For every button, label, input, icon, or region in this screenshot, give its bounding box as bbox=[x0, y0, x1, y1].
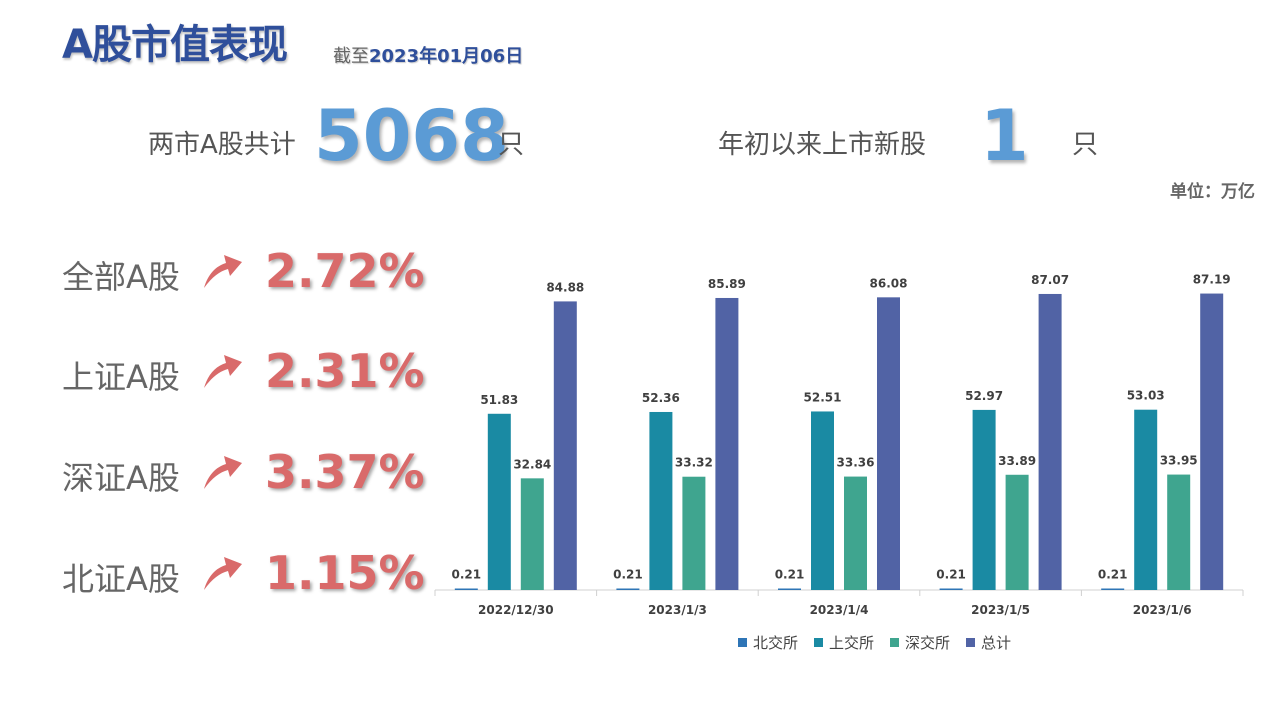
bar bbox=[1005, 474, 1029, 590]
index-label: 北证A股 bbox=[62, 560, 180, 598]
bar bbox=[520, 478, 544, 590]
data-label: 0.21 bbox=[775, 568, 805, 582]
bar bbox=[811, 411, 834, 590]
total-stocks-value: 5068 bbox=[314, 95, 509, 177]
legend-swatch bbox=[738, 638, 747, 647]
arrow-up-curved-icon bbox=[204, 355, 242, 388]
index-row-sse: 上证A股 2.31% bbox=[62, 344, 425, 404]
date-value: 2023年01月06日 bbox=[369, 46, 524, 67]
date-prefix: 截至 bbox=[333, 46, 369, 67]
bar bbox=[487, 413, 511, 590]
index-row-bse: 北证A股 1.15% bbox=[62, 546, 425, 606]
x-tick-label: 2023/1/4 bbox=[810, 603, 869, 617]
legend-label: 上交所 bbox=[829, 634, 875, 652]
data-label: 87.19 bbox=[1193, 273, 1231, 287]
bar bbox=[972, 409, 996, 590]
index-change-pct: 3.37% bbox=[265, 445, 425, 499]
legend-item: 深交所 bbox=[890, 632, 950, 653]
data-label: 53.03 bbox=[1127, 389, 1165, 403]
legend-item: 上交所 bbox=[814, 632, 874, 653]
new-listings-label: 年初以来上市新股 bbox=[718, 130, 927, 160]
new-listings-value: 1 bbox=[980, 95, 1029, 177]
data-label: 33.32 bbox=[675, 456, 713, 470]
legend-item: 北交所 bbox=[738, 632, 798, 653]
index-change-pct: 1.15% bbox=[265, 546, 425, 600]
bar bbox=[616, 588, 640, 590]
data-label: 84.88 bbox=[546, 280, 584, 294]
bar bbox=[844, 476, 867, 590]
index-row-all: 全部A股 2.72% bbox=[62, 244, 425, 304]
bar bbox=[877, 297, 900, 590]
bar bbox=[553, 301, 577, 590]
bar bbox=[939, 588, 963, 590]
data-label: 52.97 bbox=[965, 389, 1003, 403]
index-label: 上证A股 bbox=[62, 358, 180, 396]
index-change-pct: 2.31% bbox=[265, 344, 425, 398]
data-label: 51.83 bbox=[480, 393, 518, 407]
market-cap-bar-chart: 0.21 51.83 32.84 84.88 2022/12/30 0.21 52.36 33… bbox=[434, 273, 1244, 617]
data-label: 33.36 bbox=[837, 456, 875, 470]
total-stocks-unit: 只 bbox=[498, 130, 525, 160]
data-label: 52.51 bbox=[804, 390, 842, 404]
data-label: 0.21 bbox=[451, 568, 481, 582]
index-change-pct: 2.72% bbox=[265, 244, 425, 298]
as-of-date: 截至2023年01月06日 bbox=[333, 42, 523, 68]
data-label: 0.21 bbox=[1098, 568, 1128, 582]
bar bbox=[1167, 474, 1191, 590]
data-label: 0.21 bbox=[613, 568, 643, 582]
bar bbox=[1200, 293, 1224, 590]
data-label: 86.08 bbox=[870, 276, 908, 290]
bar bbox=[778, 588, 801, 590]
bar bbox=[1038, 293, 1062, 590]
data-label: 0.21 bbox=[936, 568, 966, 582]
bar bbox=[649, 411, 673, 590]
data-label: 33.95 bbox=[1160, 454, 1198, 468]
index-label: 全部A股 bbox=[62, 258, 180, 296]
legend-label: 深交所 bbox=[905, 634, 951, 652]
data-label: 32.84 bbox=[513, 457, 551, 471]
legend-swatch bbox=[890, 638, 900, 647]
data-label: 52.36 bbox=[642, 391, 680, 405]
legend-label: 总计 bbox=[981, 634, 1012, 652]
arrow-up-curved-icon bbox=[204, 456, 242, 489]
page-title: A股市值表现 bbox=[62, 22, 288, 68]
unit-note: 单位：万亿 bbox=[1170, 182, 1255, 202]
data-label: 33.89 bbox=[998, 454, 1036, 468]
bar bbox=[1134, 409, 1158, 590]
legend-swatch bbox=[814, 638, 824, 647]
total-stocks-label: 两市A股共计 bbox=[148, 130, 296, 160]
data-label: 85.89 bbox=[708, 277, 746, 291]
bar bbox=[715, 297, 739, 590]
legend-label: 北交所 bbox=[753, 634, 799, 652]
data-label: 87.07 bbox=[1031, 273, 1069, 287]
legend-swatch bbox=[966, 638, 976, 647]
arrow-up-curved-icon bbox=[204, 557, 242, 590]
index-row-szse: 深证A股 3.37% bbox=[62, 445, 425, 505]
x-tick-label: 2023/1/5 bbox=[971, 603, 1030, 617]
bar bbox=[682, 476, 706, 590]
legend-item: 总计 bbox=[966, 632, 1011, 653]
x-tick-label: 2022/12/30 bbox=[478, 603, 554, 617]
chart-legend: 北交所 上交所 深交所 总计 bbox=[738, 632, 1011, 653]
new-listings-unit: 只 bbox=[1072, 130, 1099, 160]
index-label: 深证A股 bbox=[62, 459, 180, 497]
x-tick-label: 2023/1/3 bbox=[648, 603, 707, 617]
bar bbox=[1101, 588, 1125, 590]
arrow-up-curved-icon bbox=[204, 255, 242, 288]
bar bbox=[454, 588, 478, 590]
x-tick-label: 2023/1/6 bbox=[1133, 603, 1192, 617]
